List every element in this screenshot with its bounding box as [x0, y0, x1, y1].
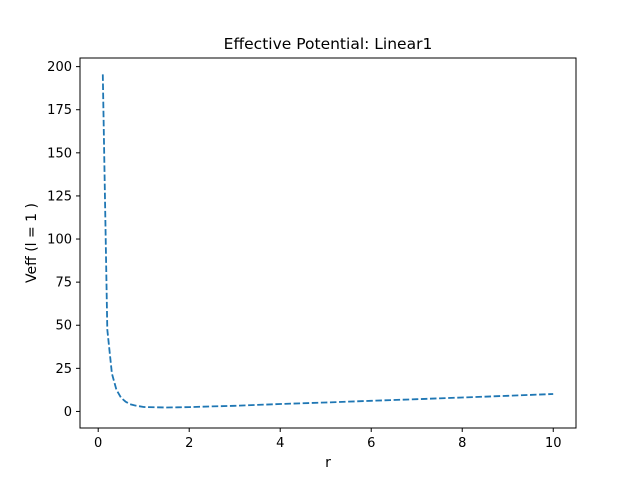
y-tick-label: 0	[64, 405, 72, 420]
x-tick-label: 8	[458, 436, 466, 451]
y-tick-label: 200	[47, 60, 72, 75]
y-tick-label: 75	[55, 276, 72, 291]
y-axis-label: Veff (l = 1 )	[24, 203, 40, 283]
plot-frame	[79, 57, 577, 429]
x-axis-label: r	[325, 455, 331, 471]
y-tick-label: 50	[55, 319, 72, 334]
chart-title: Effective Potential: Linear1	[224, 35, 433, 53]
x-tick-label: 6	[367, 436, 375, 451]
y-tick-label: 175	[47, 103, 72, 118]
y-tick-label: 150	[47, 146, 72, 161]
y-tick-label: 125	[47, 189, 72, 204]
y-tick-label: 100	[47, 233, 72, 248]
y-tick-label: 25	[55, 362, 72, 377]
series-line-0	[101, 74, 554, 409]
x-tick-label: 2	[185, 436, 193, 451]
x-tick-label: 10	[545, 436, 562, 451]
plot-area	[101, 74, 554, 409]
x-tick-label: 0	[94, 436, 102, 451]
x-tick-label: 4	[276, 436, 284, 451]
